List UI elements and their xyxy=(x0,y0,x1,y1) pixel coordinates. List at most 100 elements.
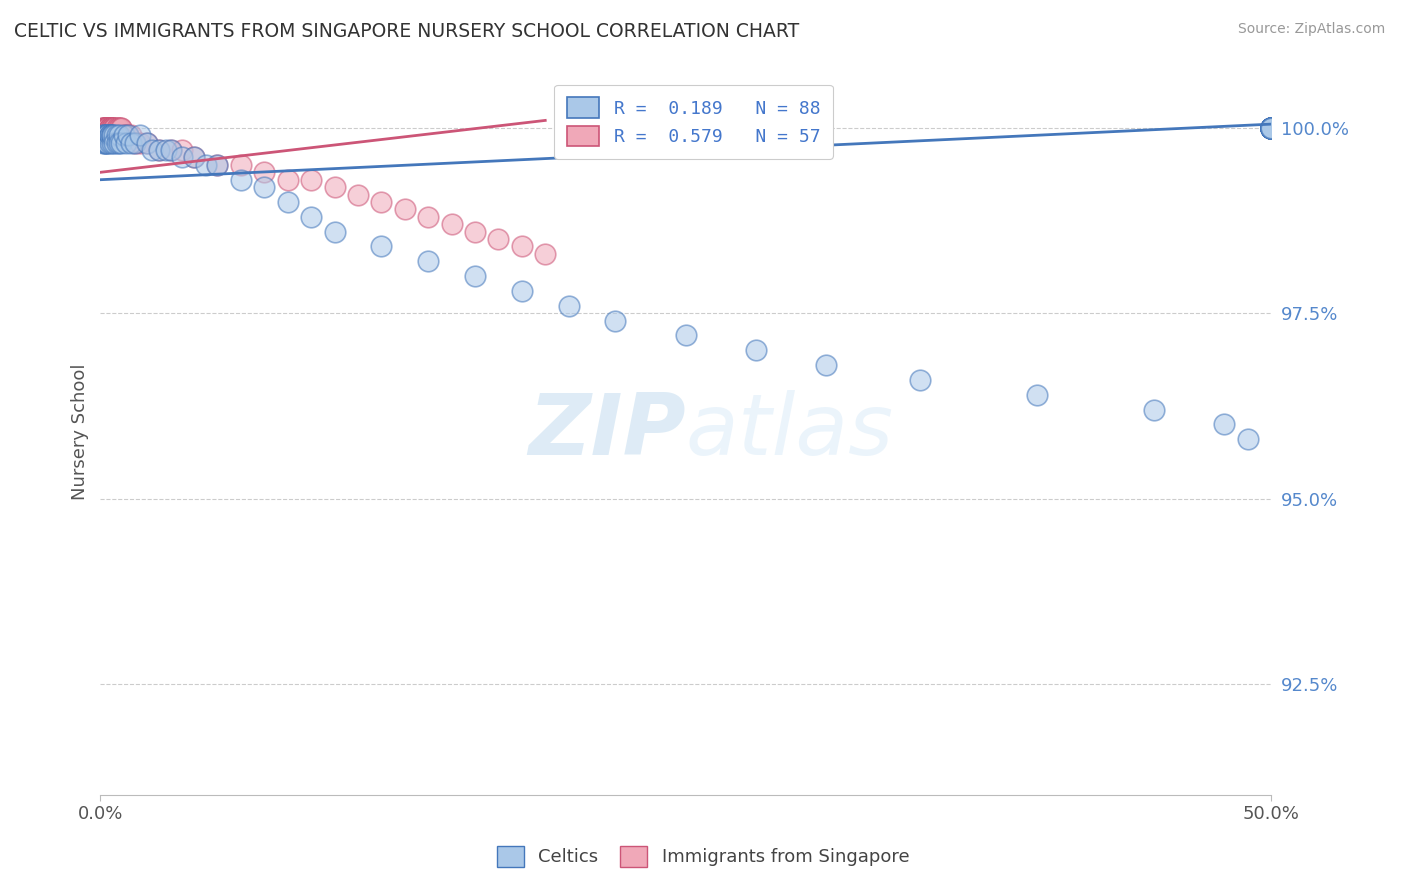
Point xyxy=(94,120,117,135)
Point xyxy=(98,128,121,143)
Point xyxy=(394,202,416,217)
Point xyxy=(91,128,114,143)
Point xyxy=(194,158,217,172)
Point xyxy=(908,373,931,387)
Point xyxy=(1260,120,1282,135)
Point xyxy=(94,128,117,143)
Point xyxy=(108,120,131,135)
Point xyxy=(98,120,121,135)
Point xyxy=(120,136,142,150)
Point xyxy=(94,136,117,150)
Point xyxy=(117,128,139,143)
Point xyxy=(96,128,118,143)
Point xyxy=(418,254,440,268)
Point xyxy=(108,136,131,150)
Point xyxy=(1260,120,1282,135)
Point xyxy=(103,128,125,143)
Point xyxy=(101,128,124,143)
Point xyxy=(96,120,118,135)
Point xyxy=(605,313,627,327)
Point xyxy=(96,128,118,143)
Point xyxy=(1260,120,1282,135)
Point xyxy=(277,194,299,209)
Point xyxy=(148,143,170,157)
Point xyxy=(124,136,146,150)
Point xyxy=(105,128,128,143)
Point xyxy=(96,120,118,135)
Point xyxy=(172,151,194,165)
Point xyxy=(91,120,114,135)
Point xyxy=(112,128,135,143)
Point xyxy=(172,143,194,157)
Point xyxy=(510,239,533,253)
Point xyxy=(1260,120,1282,135)
Point xyxy=(745,343,768,358)
Point xyxy=(183,151,205,165)
Point xyxy=(815,358,838,372)
Point xyxy=(103,120,125,135)
Point xyxy=(1260,120,1282,135)
Point xyxy=(1143,402,1166,417)
Point xyxy=(98,128,121,143)
Point xyxy=(98,120,121,135)
Point xyxy=(110,120,132,135)
Point xyxy=(91,120,114,135)
Text: Source: ZipAtlas.com: Source: ZipAtlas.com xyxy=(1237,22,1385,37)
Point xyxy=(1260,120,1282,135)
Point xyxy=(94,128,117,143)
Point xyxy=(103,136,125,150)
Point xyxy=(1260,120,1282,135)
Point xyxy=(1260,120,1282,135)
Point xyxy=(1260,120,1282,135)
Point xyxy=(557,299,579,313)
Point xyxy=(1260,120,1282,135)
Point xyxy=(110,136,132,150)
Point xyxy=(103,120,125,135)
Point xyxy=(1260,120,1282,135)
Point xyxy=(101,120,124,135)
Point xyxy=(105,136,128,150)
Point xyxy=(1260,120,1282,135)
Point xyxy=(96,128,118,143)
Point xyxy=(229,158,252,172)
Point xyxy=(120,128,142,143)
Point xyxy=(94,120,117,135)
Point xyxy=(112,128,135,143)
Point xyxy=(105,120,128,135)
Point xyxy=(1236,432,1258,446)
Point xyxy=(124,136,146,150)
Point xyxy=(108,128,131,143)
Point xyxy=(1260,120,1282,135)
Point xyxy=(534,247,557,261)
Point xyxy=(464,225,486,239)
Point xyxy=(101,120,124,135)
Point xyxy=(103,120,125,135)
Point xyxy=(277,172,299,186)
Point xyxy=(136,136,159,150)
Point xyxy=(207,158,229,172)
Point xyxy=(183,151,205,165)
Point xyxy=(155,143,177,157)
Point xyxy=(129,128,152,143)
Point xyxy=(440,217,463,231)
Legend: R =  0.189   N = 88, R =  0.579   N = 57: R = 0.189 N = 88, R = 0.579 N = 57 xyxy=(554,85,834,159)
Point xyxy=(101,136,124,150)
Point xyxy=(1260,120,1282,135)
Point xyxy=(96,120,118,135)
Point xyxy=(1260,120,1282,135)
Point xyxy=(1260,120,1282,135)
Point xyxy=(101,120,124,135)
Point xyxy=(91,120,114,135)
Point xyxy=(675,328,697,343)
Point xyxy=(370,239,392,253)
Point xyxy=(159,143,181,157)
Point xyxy=(148,143,170,157)
Point xyxy=(94,136,117,150)
Point xyxy=(98,120,121,135)
Point xyxy=(129,136,152,150)
Point xyxy=(347,187,370,202)
Point xyxy=(98,128,121,143)
Point xyxy=(98,136,121,150)
Text: CELTIC VS IMMIGRANTS FROM SINGAPORE NURSERY SCHOOL CORRELATION CHART: CELTIC VS IMMIGRANTS FROM SINGAPORE NURS… xyxy=(14,22,799,41)
Point xyxy=(229,172,252,186)
